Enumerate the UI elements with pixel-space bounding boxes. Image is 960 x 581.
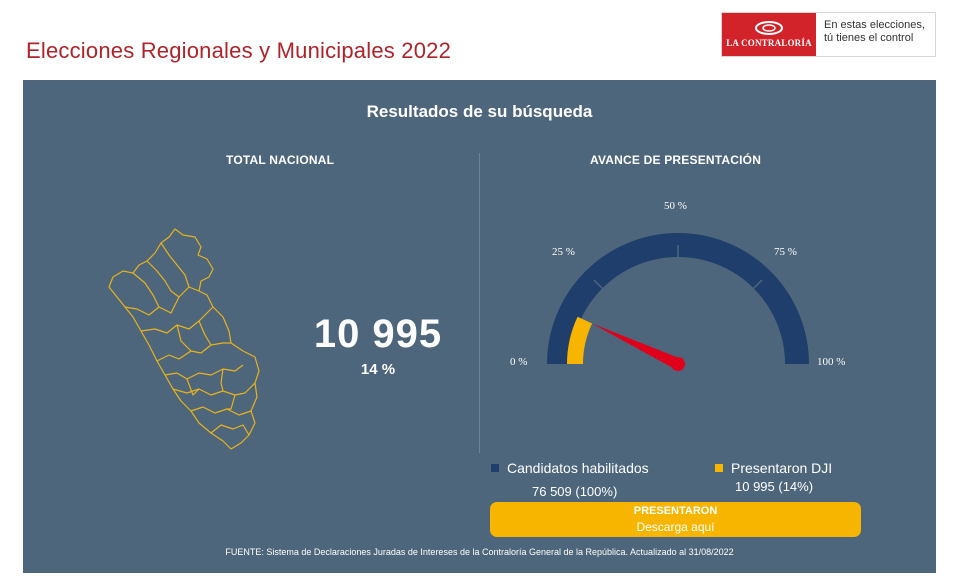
legend-presentaron-label: Presentaron DJI	[731, 460, 833, 476]
gauge-hub	[671, 357, 685, 371]
progress-gauge	[547, 233, 809, 371]
gauge-label-75: 75 %	[774, 246, 797, 258]
legend-habilitados-value: 76 509 (100%)	[532, 484, 618, 499]
download-button-line1: PRESENTARON	[633, 505, 718, 517]
avance-title: AVANCE DE PRESENTACIÓN	[590, 153, 762, 167]
gauge-fill	[567, 316, 593, 365]
legend-presentaron: Presentaron DJI	[715, 460, 832, 476]
gauge-tick-25	[593, 279, 612, 298]
section-divider	[479, 153, 480, 453]
gauge-tick-75	[744, 279, 763, 298]
gauge-label-0: 0 %	[510, 356, 528, 368]
gauge-needle	[592, 323, 681, 370]
total-count: 10 995	[313, 312, 443, 356]
legend-swatch-presentaron	[715, 464, 723, 472]
contraloria-mark-icon	[755, 21, 783, 35]
download-button[interactable]: PRESENTARON Descarga aquí	[490, 502, 861, 537]
download-button-line2: Descarga aquí	[636, 520, 715, 534]
logo-slogan-line2: tú tienes el control	[824, 32, 914, 44]
logo-brand-block: LA CONTRALORÍA	[722, 13, 816, 56]
legend-habilitados-label: Candidatos habilitados	[507, 460, 649, 476]
logo-brand-text: LA CONTRALORÍA	[726, 38, 812, 48]
total-percent: 14 %	[360, 361, 396, 378]
peru-map-icon[interactable]	[103, 225, 263, 455]
legend-swatch-habilitados	[491, 464, 499, 472]
gauge-label-100: 100 %	[817, 356, 846, 368]
gauge-label-50: 50 %	[664, 200, 687, 212]
legend-habilitados: Candidatos habilitados	[491, 460, 649, 476]
logo-slogan-line1: En estas elecciones,	[824, 19, 925, 31]
results-panel: Resultados de su búsqueda TOTAL NACIONAL…	[23, 80, 936, 573]
contraloria-logo[interactable]: LA CONTRALORÍA En estas elecciones, tú t…	[721, 12, 936, 57]
footer-source: FUENTE: Sistema de Declaraciones Juradas…	[225, 547, 734, 557]
gauge-label-25: 25 %	[552, 246, 575, 258]
panel-title: Resultados de su búsqueda	[366, 102, 593, 121]
page-title: Elecciones Regionales y Municipales 2022	[26, 38, 452, 63]
total-nacional-title: TOTAL NACIONAL	[226, 153, 335, 167]
legend-presentaron-value: 10 995 (14%)	[735, 479, 814, 494]
logo-slogan: En estas elecciones, tú tienes el contro…	[816, 13, 935, 56]
